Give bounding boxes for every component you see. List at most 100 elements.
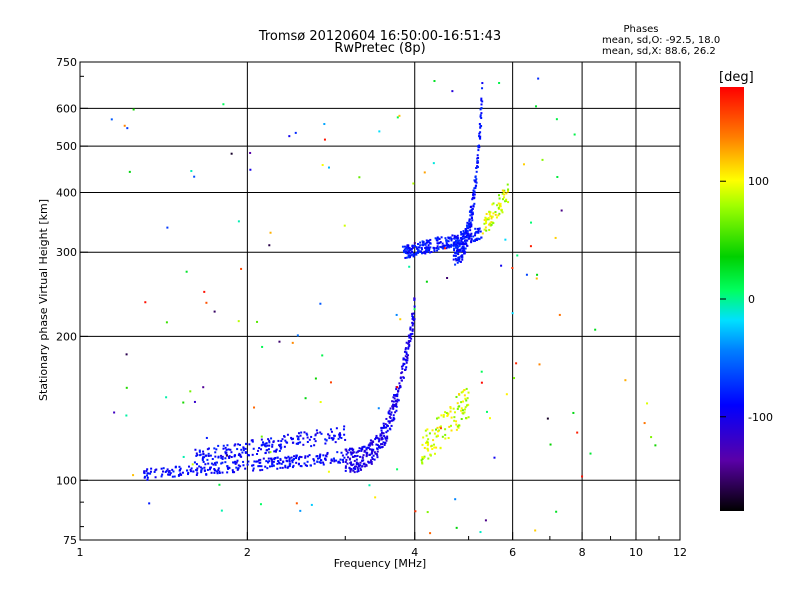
data-point [222,447,225,450]
data-point [291,341,294,344]
data-point [535,105,538,108]
data-point [464,406,467,409]
data-point [279,457,282,460]
data-point [408,343,411,346]
data-point [573,133,576,136]
data-point [421,458,424,461]
data-point [147,472,150,475]
data-point [462,232,465,235]
data-point [445,244,448,247]
data-point [314,433,317,436]
data-point [193,400,196,403]
data-point [237,467,240,470]
data-point [411,321,414,324]
data-point [352,467,355,470]
data-point [376,456,379,459]
data-point [343,224,346,227]
data-point [371,443,374,446]
data-point [463,408,466,411]
data-point [466,397,469,400]
data-point [345,453,348,456]
data-point [236,448,239,451]
data-point [368,443,371,446]
data-point [391,400,394,403]
data-point [429,532,432,535]
data-point [376,454,379,457]
data-point [327,166,330,169]
y-axis-label: Stationary phase Virtual Height [km] [37,199,50,401]
data-point [499,202,502,205]
data-point [474,180,477,183]
data-point [167,471,170,474]
data-point [422,251,425,254]
data-point [411,328,414,331]
data-point [507,201,510,204]
data-point [392,405,395,408]
data-point [350,461,353,464]
data-point [259,469,262,472]
data-point [270,437,273,440]
data-point [461,245,464,248]
data-point [370,462,373,465]
data-point [381,443,384,446]
data-point [295,442,298,445]
data-point [358,447,361,450]
data-point [168,473,171,476]
data-point [480,381,483,384]
data-point [507,188,510,191]
data-point [484,519,487,522]
data-point [284,439,287,442]
data-point [224,451,227,454]
data-point [392,403,395,406]
data-point [404,368,407,371]
data-point [448,246,451,249]
data-point [420,246,423,249]
data-point [125,414,128,417]
data-point [478,132,481,135]
data-point [269,231,272,234]
data-point [260,435,263,438]
data-point [407,334,410,337]
data-point [407,342,410,345]
data-point [435,417,438,420]
data-point [370,452,373,455]
data-point [436,242,439,245]
data-point [267,460,270,463]
data-point [406,252,409,255]
data-point [401,245,404,248]
data-point [190,467,193,470]
data-point [265,442,268,445]
data-point [479,125,482,128]
data-point [276,456,279,459]
data-point [375,434,378,437]
data-point [455,240,458,243]
data-point [189,470,192,473]
data-point [166,468,169,471]
data-point [388,420,391,423]
plot-border [79,61,681,541]
data-point [262,441,265,444]
data-point [319,454,322,457]
data-point [226,444,229,447]
data-point [396,468,399,471]
data-point [402,362,405,365]
data-point [408,341,411,344]
x-tick-label: 6 [509,546,516,559]
data-point [335,427,338,430]
data-point [310,435,313,438]
data-point [488,228,491,231]
data-point [407,354,410,357]
data-point [269,457,272,460]
data-point [476,160,479,163]
data-point [424,252,427,255]
data-point [450,245,453,248]
data-point [385,431,388,434]
data-point [426,444,429,447]
data-point [473,193,476,196]
data-point [344,469,347,472]
data-point [464,397,467,400]
data-point [234,460,237,463]
data-point [439,427,442,430]
data-point [444,428,447,431]
data-point [446,239,449,242]
